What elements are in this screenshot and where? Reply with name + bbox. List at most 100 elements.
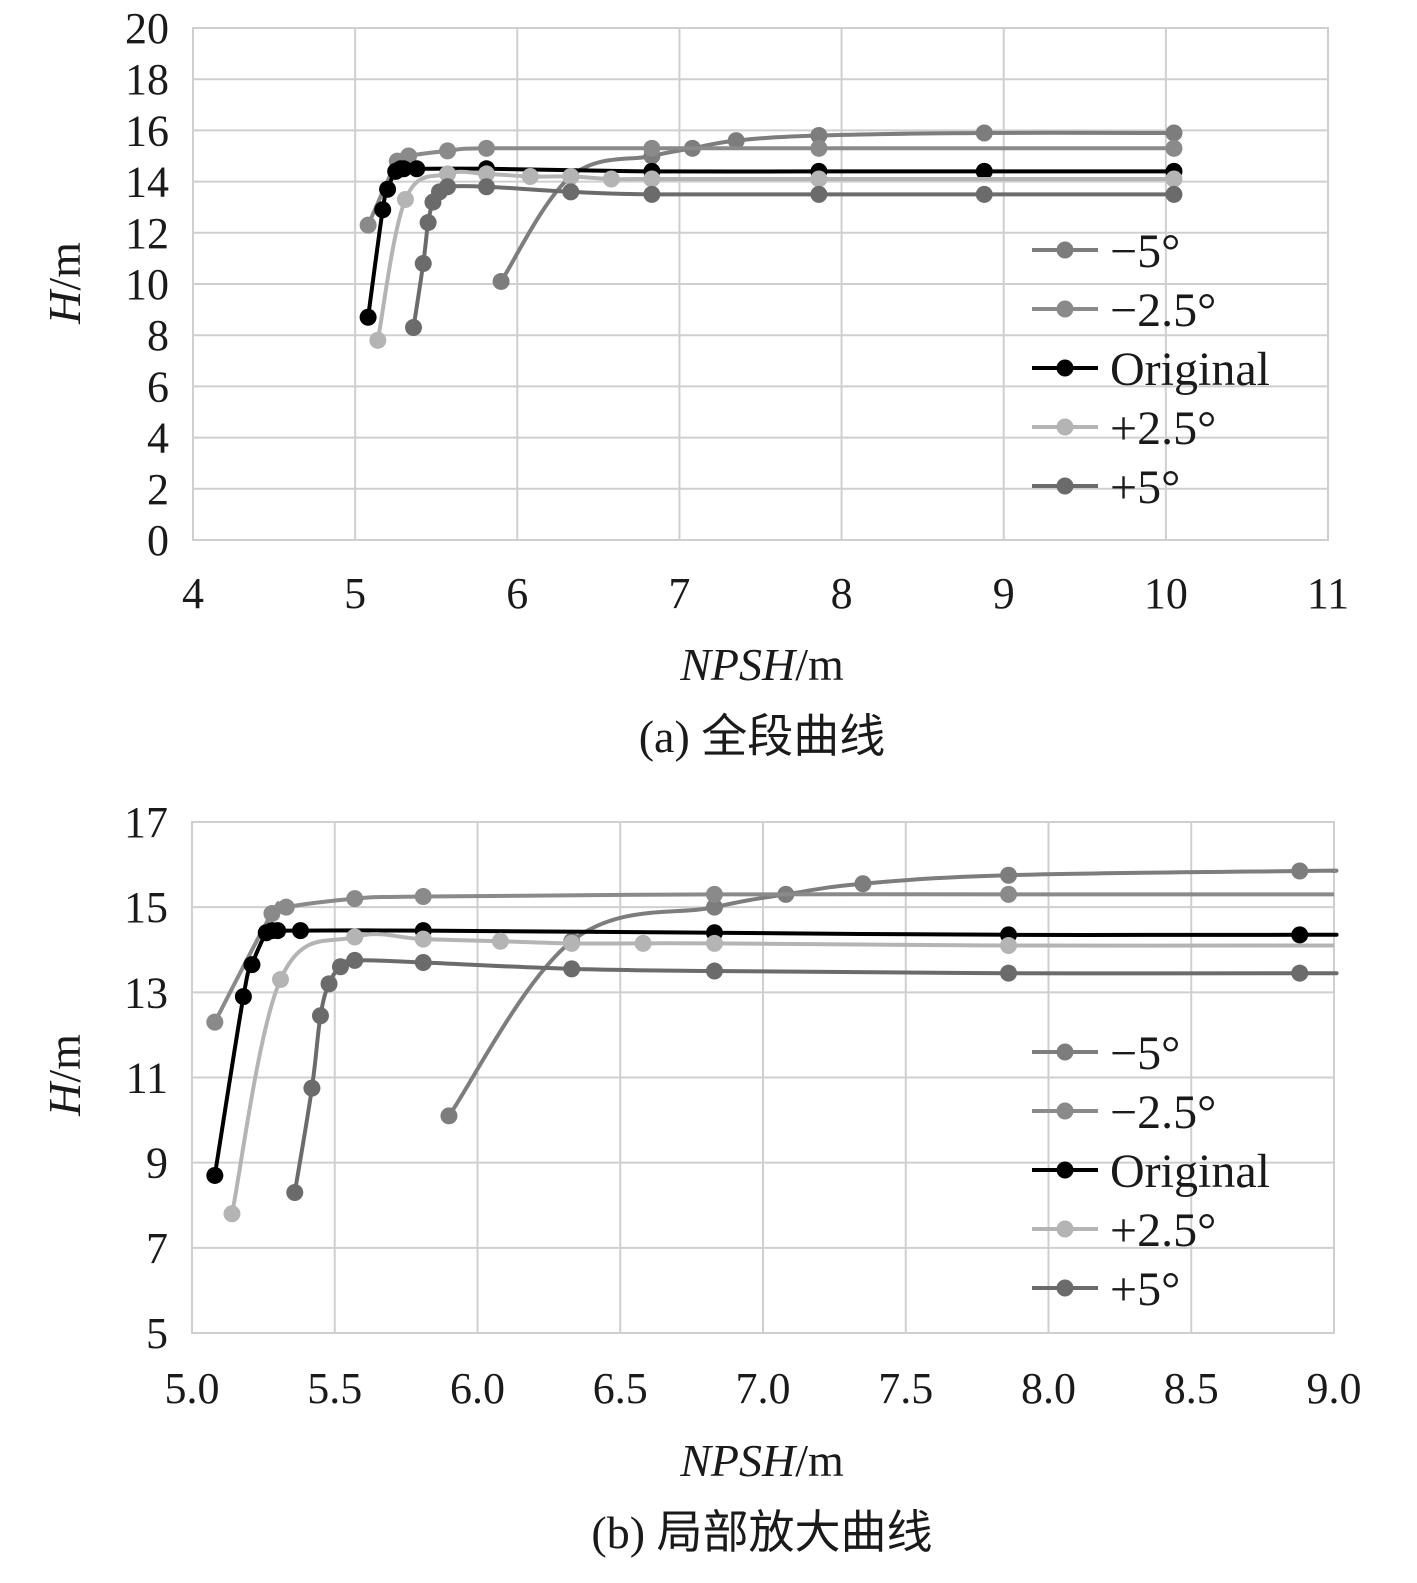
chart-b-data-point <box>263 905 281 923</box>
chart-a-data-point <box>379 180 397 198</box>
chart-b-legend-marker <box>1056 1102 1074 1120</box>
chart-a-y-tick-label: 14 <box>125 158 169 207</box>
chart-b-x-tick-label: 6.5 <box>593 1364 648 1413</box>
chart-a-data-point <box>562 167 580 185</box>
chart-a-x-tick-label: 11 <box>1307 569 1349 618</box>
chart-a-data-point <box>810 185 828 203</box>
chart-b-data-point <box>563 934 581 952</box>
chart-a-data-point <box>975 185 993 203</box>
chart-a-series-3 <box>369 165 1183 349</box>
chart-a-data-point <box>439 178 457 196</box>
chart-b-data-point <box>269 922 287 940</box>
chart-b-data-point <box>206 1013 224 1031</box>
chart-a-legend: −5° −2.5° Original +2.5° +5° <box>1032 225 1270 514</box>
chart-a-legend-label: −2.5° <box>1110 284 1216 337</box>
chart-a-y-tick-label: 20 <box>125 4 169 53</box>
chart-a-data-point <box>562 183 580 201</box>
chart-a-data-point <box>602 170 620 188</box>
chart-a-x-tick-label: 6 <box>506 569 528 618</box>
chart-a-series-2 <box>359 160 1183 326</box>
chart-b-legend-label: −2.5° <box>1110 1086 1216 1139</box>
chart-b-data-point <box>1000 885 1018 903</box>
chart-a-data-point <box>521 167 539 185</box>
chart-a-legend-marker <box>1056 418 1074 436</box>
chart-a-data-point <box>492 272 510 290</box>
chart-a-plot-frame <box>192 27 1329 541</box>
chart-b-data-point <box>311 1007 329 1025</box>
chart-a-data-point <box>810 127 828 145</box>
chart-b-data-point <box>705 885 723 903</box>
chart-a-data-point <box>1165 124 1183 142</box>
chart-b-y-tick-label: 13 <box>124 968 168 1017</box>
chart-a-legend-marker <box>1056 241 1074 259</box>
chart-a-y-tick-label: 8 <box>147 311 169 360</box>
chart-b-data-point <box>223 1205 241 1223</box>
chart-b-data-point <box>1291 926 1309 944</box>
chart-a-data-point <box>405 319 423 337</box>
chart-a-data-point <box>396 191 414 209</box>
chart-b-legend-label: −5° <box>1110 1027 1180 1080</box>
chart-a-data-point <box>408 160 426 178</box>
chart-b-x-tick-label: 5.0 <box>165 1364 220 1413</box>
chart-b-series-4 <box>286 951 1339 1201</box>
chart-b-series-2 <box>206 922 1339 1184</box>
chart-b-data-point <box>320 975 338 993</box>
chart-b-x-tick-label: 9.0 <box>1307 1364 1362 1413</box>
chart-b-y-tick-label: 11 <box>126 1054 168 1103</box>
chart-b-legend-marker <box>1056 1220 1074 1238</box>
chart-a-x-tick-label: 7 <box>668 569 690 618</box>
chart-a-data-point <box>439 142 457 160</box>
chart-b-legend-label: +2.5° <box>1110 1204 1216 1257</box>
chart-b-data-point <box>277 898 295 916</box>
chart-a-legend-label: +2.5° <box>1110 402 1216 455</box>
chart-a-y-tick-label: 12 <box>125 209 169 258</box>
chart-b-legend-label: Original <box>1110 1145 1270 1198</box>
chart-a-data-point <box>374 201 392 219</box>
chart-a-data-point <box>477 165 495 183</box>
chart-b-data-point <box>1000 866 1018 884</box>
chart-b-data-point <box>854 875 872 893</box>
chart-a-data-point <box>369 331 387 349</box>
chart-a-x-tick-label: 9 <box>993 569 1015 618</box>
chart-b-data-point <box>414 888 432 906</box>
chart-a-legend-marker <box>1056 359 1074 377</box>
chart-b: 5.0 5.5 6.0 6.5 7.0 7.5 8.0 8.5 9.0 5 7 9 11 13 15 17 −… <box>39 798 1362 1558</box>
chart-b-data-point <box>1000 936 1018 954</box>
chart-a-series-4 <box>405 178 1183 337</box>
chart-b-data-point <box>206 1166 224 1184</box>
chart-b-data-point <box>634 934 652 952</box>
chart-a-caption: (a) 全段曲线 <box>639 711 886 762</box>
chart-a-legend-label: Original <box>1110 343 1270 396</box>
chart-a-y-tick-label: 6 <box>147 362 169 411</box>
chart-a-legend-marker <box>1056 300 1074 318</box>
chart-a-x-tick-label: 10 <box>1144 569 1188 618</box>
chart-a-x-tick-label: 8 <box>831 569 853 618</box>
chart-b-legend-label: +5° <box>1110 1263 1180 1316</box>
chart-a-data-point <box>400 147 418 165</box>
chart-a-data-point <box>359 308 377 326</box>
chart-a-y-axis-label: H/m <box>39 242 90 325</box>
chart-b-data-point <box>331 958 349 976</box>
chart-a-data-point <box>727 132 745 150</box>
chart-a-data-point <box>1165 170 1183 188</box>
chart-b-data-point <box>705 934 723 952</box>
chart-a-data-point <box>975 162 993 180</box>
chart-a-y-tick-label: 2 <box>147 465 169 514</box>
chart-a-data-point <box>643 170 661 188</box>
chart-b-data-point <box>243 956 261 974</box>
chart-a-series-line <box>375 169 1174 341</box>
chart-a-data-point <box>395 160 413 178</box>
chart-a-y-tick-label: 16 <box>125 106 169 155</box>
chart-b-data-point <box>705 962 723 980</box>
chart-b-data-point <box>1291 964 1309 982</box>
chart-b-x-tick-label: 7.5 <box>878 1364 933 1413</box>
chart-b-x-axis-label: NPSH/m <box>679 1435 844 1486</box>
chart-b-data-point <box>414 930 432 948</box>
chart-a-data-point <box>810 139 828 157</box>
chart-b-x-tick-label: 6.0 <box>450 1364 505 1413</box>
chart-b-series-1 <box>206 885 1334 1031</box>
chart-b-series-3 <box>223 928 1335 1223</box>
chart-b-legend-marker <box>1056 1279 1074 1297</box>
chart-a-x-axis-label: NPSH/m <box>679 639 844 690</box>
